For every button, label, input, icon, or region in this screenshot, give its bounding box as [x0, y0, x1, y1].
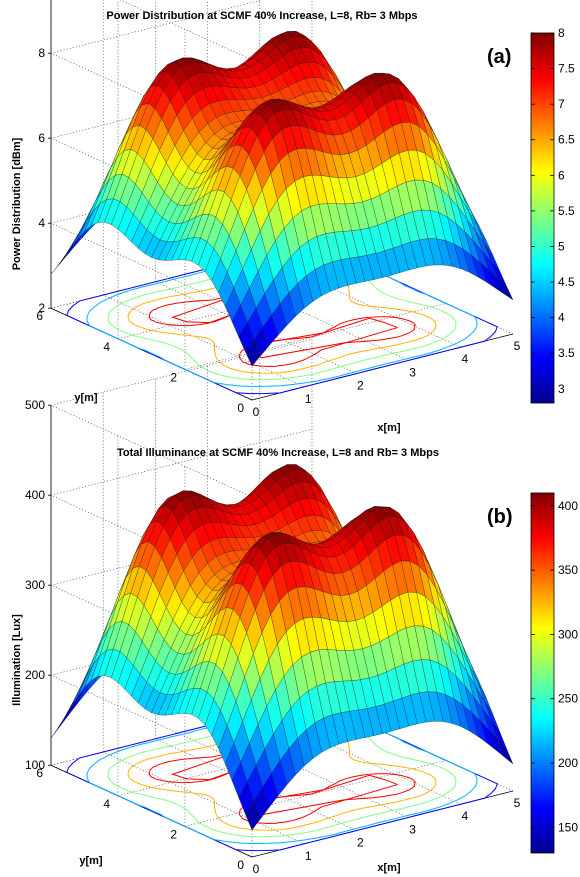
grid-line — [184, 303, 447, 370]
surface-patch — [245, 800, 261, 831]
colorbar-tick-label: 7 — [558, 97, 565, 111]
x-tick-label: 3 — [409, 822, 416, 836]
colorbar — [530, 32, 555, 404]
x-axis-label: x[m] — [377, 422, 401, 434]
x-tick-label: 0 — [253, 862, 260, 876]
colorbar-tick-label: 4 — [558, 311, 565, 325]
x-tick-label: 3 — [409, 365, 416, 379]
colorbar-ticks: 150 200 250 300 350 400 — [531, 499, 578, 834]
z-tick-label: 2 — [38, 301, 45, 315]
chart-title: Total Illuminance at SCMF 40% Increase, … — [117, 447, 439, 459]
grid-line — [50, 0, 263, 54]
contour-line — [148, 281, 317, 327]
contour-line — [251, 773, 417, 816]
panel-label: (b) — [487, 506, 513, 528]
colorbar-tick-label: 4.5 — [558, 275, 575, 289]
colorbar-tick-label: 5.5 — [558, 204, 575, 218]
x-tick-label: 0 — [253, 405, 260, 419]
colorbar-tick-label: 7.5 — [558, 62, 575, 76]
z-tick-label: 300 — [25, 578, 45, 592]
y-tick-label: 0 — [237, 401, 244, 415]
z-tick-label: 4 — [38, 216, 45, 230]
y-axis-label: y[m] — [79, 855, 103, 867]
x-tick-label: 2 — [357, 836, 364, 850]
surface-patch — [64, 231, 80, 258]
colorbar-tick-label: 250 — [558, 692, 578, 706]
colorbar-tick-label: 6 — [558, 168, 565, 182]
x-tick-label: 4 — [461, 809, 468, 823]
y-tick-label: 6 — [36, 766, 43, 780]
colorbar-tick-label: 200 — [558, 756, 578, 770]
colorbar-tick-label: 3.5 — [558, 346, 575, 360]
grid-line — [50, 338, 313, 406]
z-tick-label: 200 — [25, 668, 45, 682]
colorbar — [530, 492, 555, 854]
axis-ticks: 100 200 300 400 500 0 1 2 3 4 5 0 2 4 6 — [25, 398, 521, 876]
y-tick-label: 2 — [170, 827, 177, 841]
grid-line — [50, 428, 313, 496]
y-axis-label: y[m] — [74, 392, 98, 404]
grid-line — [184, 760, 447, 827]
chart-total-illuminance: Total Illuminance at SCMF 40% Increase, … — [11, 338, 578, 876]
surface-patch — [68, 687, 84, 716]
z-tick-label: 100 — [25, 758, 45, 772]
y-tick-label: 2 — [170, 370, 177, 384]
colorbar-tick-label: 350 — [558, 563, 578, 577]
z-axis-label: Power Distribution [dBm] — [11, 137, 23, 270]
y-tick-label: 4 — [103, 797, 110, 811]
surface-patch — [245, 339, 261, 367]
z-tick-label: 400 — [25, 488, 45, 502]
z-tick-label: 6 — [38, 131, 45, 145]
axis-ticks: 2468100123450246 — [36, 46, 521, 419]
colorbar-tick-label: 5 — [558, 239, 565, 253]
z-tick-label: 8 — [38, 46, 45, 60]
y-tick-label: 4 — [103, 340, 110, 354]
x-tick-label: 2 — [357, 379, 364, 393]
x-tick-label: 5 — [514, 796, 521, 810]
colorbar-ticks: 3 3.5 4 4.5 5 5.5 6 6.5 7 7.5 8 — [531, 26, 575, 396]
z-tick-label: 500 — [25, 398, 45, 412]
grid-line — [119, 0, 253, 61]
z-axis-label: Illumination [Lux] — [11, 614, 23, 706]
colorbar-tick-label: 400 — [558, 499, 578, 513]
colorbar-tick-label: 300 — [558, 627, 578, 641]
colorbar-tick-label: 8 — [558, 26, 565, 40]
y-tick-label: 0 — [237, 858, 244, 872]
x-axis-label: x[m] — [377, 862, 401, 874]
chart-power-distribution: Power Distribution at SCMF 40% Increase,… — [11, 0, 575, 434]
x-tick-label: 1 — [305, 849, 312, 863]
colorbar-tick-label: 150 — [558, 820, 578, 834]
contour-line — [251, 316, 417, 359]
colorbar-tick-label: 3 — [558, 382, 565, 396]
surface-plot — [50, 31, 514, 367]
contour-line — [148, 738, 317, 784]
panel-label: (a) — [487, 46, 511, 68]
y-tick-label: 6 — [36, 309, 43, 323]
colorbar-tick-label: 6.5 — [558, 133, 575, 147]
x-tick-label: 5 — [514, 339, 521, 353]
chart-title: Power Distribution at SCMF 40% Increase,… — [106, 10, 417, 22]
surface-plot — [50, 464, 514, 831]
x-tick-label: 4 — [461, 352, 468, 366]
x-tick-label: 1 — [305, 392, 312, 406]
